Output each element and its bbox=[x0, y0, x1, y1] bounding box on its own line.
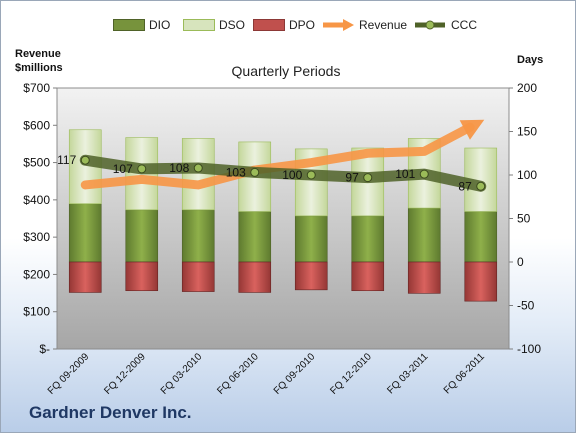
revenue-arrowhead bbox=[459, 119, 485, 140]
legend-item-dpo: DPO bbox=[253, 15, 315, 35]
bar-dpo bbox=[351, 261, 385, 292]
ccc-data-label: 100 bbox=[282, 168, 302, 182]
ccc-marker bbox=[419, 169, 429, 179]
ccc-data-label: 97 bbox=[345, 171, 359, 185]
ccc-marker bbox=[250, 167, 260, 177]
left-axis-tick-label: $600 bbox=[23, 118, 50, 132]
ccc-data-label: 117 bbox=[57, 153, 76, 167]
bar-dpo bbox=[181, 261, 215, 292]
ccc-data-label: 108 bbox=[169, 161, 189, 175]
legend-ccc-icon bbox=[415, 20, 445, 30]
legend-item-dso: DSO bbox=[183, 15, 245, 35]
left-axis-title: Revenue $millions bbox=[15, 47, 63, 75]
left-axis-tick-label: $400 bbox=[23, 193, 50, 207]
ccc-marker bbox=[80, 155, 90, 165]
bar-dio bbox=[125, 209, 159, 263]
revenue-line bbox=[80, 122, 475, 190]
right-axis-tick-label: 200 bbox=[517, 81, 537, 95]
legend-swatch-dpo bbox=[253, 19, 285, 31]
right-axis-tick-label: 150 bbox=[517, 125, 537, 139]
bar-dpo bbox=[294, 261, 328, 291]
right-axis-tick-label: 0 bbox=[517, 255, 524, 269]
bar-dpo bbox=[464, 261, 498, 302]
x-axis-category-label: FQ 03-2011 bbox=[385, 351, 430, 396]
legend: DIO DSO DPO Revenue CCC bbox=[113, 15, 533, 35]
x-axis-category-label: FQ 09-2009 bbox=[46, 351, 92, 397]
left-axis-tick-label: $- bbox=[39, 342, 50, 356]
bar-dio bbox=[68, 203, 102, 263]
plot-area bbox=[56, 87, 510, 350]
legend-label-revenue: Revenue bbox=[359, 18, 408, 32]
bar-dpo bbox=[407, 261, 441, 294]
ccc-data-label: 101 bbox=[395, 167, 415, 181]
legend-label-dpo: DPO bbox=[289, 18, 316, 32]
bar-dio bbox=[464, 211, 498, 263]
x-axis-category-label: FQ 12-2010 bbox=[328, 351, 374, 397]
legend-swatch-dio bbox=[113, 19, 145, 31]
left-axis-tick-label: $300 bbox=[23, 230, 50, 244]
left-axis-tick-label: $200 bbox=[23, 267, 50, 281]
left-axis-tick-label: $700 bbox=[23, 81, 50, 95]
left-axis-tick-label: $100 bbox=[23, 305, 50, 319]
legend-label-dso: DSO bbox=[219, 18, 246, 32]
bar-dpo bbox=[125, 261, 159, 292]
ccc-data-label: 87 bbox=[458, 179, 472, 193]
bar-dpo bbox=[68, 261, 102, 293]
right-axis-tick-label: 50 bbox=[517, 212, 531, 226]
right-axis-tick-label: 100 bbox=[517, 168, 537, 182]
ccc-marker bbox=[476, 181, 486, 191]
ccc-marker bbox=[193, 163, 203, 173]
bar-dio bbox=[407, 207, 441, 263]
x-axis-category-label: FQ 12-2009 bbox=[102, 351, 148, 397]
bar-dio bbox=[294, 215, 328, 263]
x-axis-category-label: FQ 06-2011 bbox=[442, 351, 487, 396]
right-axis-tick-label: -50 bbox=[517, 299, 535, 313]
ccc-marker bbox=[306, 170, 316, 180]
ccc-data-label: 107 bbox=[113, 162, 133, 176]
x-axis-category-label: FQ 06-2010 bbox=[215, 351, 261, 397]
ccc-line bbox=[79, 154, 487, 192]
legend-item-revenue: Revenue bbox=[321, 15, 407, 35]
bar-dio bbox=[351, 215, 385, 263]
ccc-marker bbox=[137, 164, 147, 174]
ccc-data-label: 103 bbox=[226, 165, 246, 179]
x-axis-category-label: FQ 03-2010 bbox=[159, 351, 205, 397]
bar-dio bbox=[238, 211, 272, 263]
company-name: Gardner Denver Inc. bbox=[29, 403, 192, 422]
legend-item-ccc: CCC bbox=[413, 15, 477, 35]
x-axis-category-label: FQ 09-2010 bbox=[272, 351, 318, 397]
legend-item-dio: DIO bbox=[113, 15, 170, 35]
plot-title: Quarterly Periods bbox=[231, 63, 341, 79]
bar-dpo bbox=[238, 261, 272, 293]
left-axis-tick-label: $500 bbox=[23, 156, 50, 170]
left-axis-title-line2: $millions bbox=[15, 62, 63, 74]
legend-arrow-icon bbox=[323, 19, 354, 31]
legend-label-dio: DIO bbox=[149, 18, 171, 32]
right-axis-tick-label: -100 bbox=[517, 342, 541, 356]
ccc-marker bbox=[363, 173, 373, 183]
legend-label-ccc: CCC bbox=[451, 18, 477, 32]
legend-swatch-dso bbox=[183, 19, 215, 31]
bar-dio bbox=[181, 209, 215, 263]
right-axis-title: Days bbox=[517, 54, 544, 66]
left-axis-title-line1: Revenue bbox=[15, 48, 61, 60]
